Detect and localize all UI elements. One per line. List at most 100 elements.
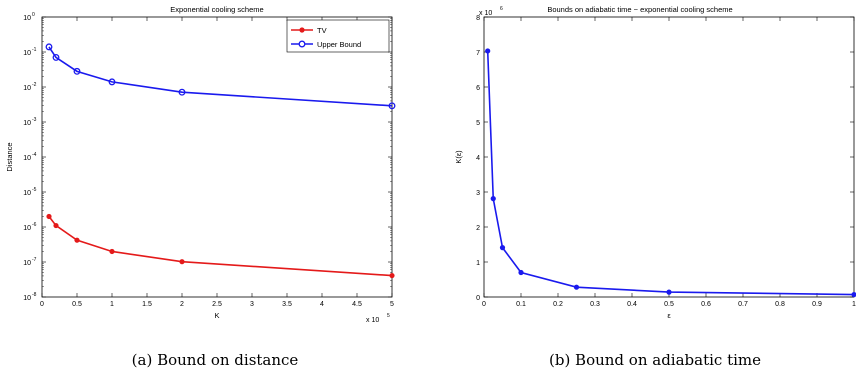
data-point-k-epsilon xyxy=(485,48,491,54)
x-tick-label: 1 xyxy=(852,301,856,308)
y-tick-exp: -2 xyxy=(32,82,37,88)
y-multiplier-adiabatic: x 10 6 xyxy=(479,6,503,17)
y-tick-label: 10 -6 xyxy=(23,222,36,232)
x-tick-label: 0 xyxy=(482,301,486,308)
y-axis-label-distance: Distance xyxy=(5,142,14,171)
chart-title-adiabatic: Bounds on adiabatic time − exponential c… xyxy=(547,5,732,14)
caption-a: (a) Bound on distance xyxy=(132,351,299,369)
chart-title-distance: Exponential cooling scheme xyxy=(170,5,263,14)
data-point-tv xyxy=(109,248,115,255)
y-axis-label-adiabatic: K(ε) xyxy=(454,150,463,164)
x-multiplier-exp: 5 xyxy=(387,313,390,319)
y-tick-base: 10 xyxy=(23,15,31,22)
data-point-k-epsilon xyxy=(666,289,672,295)
data-point-k-epsilon xyxy=(573,284,580,290)
y-tick-label: 6 xyxy=(476,85,480,92)
data-point-upper-bound xyxy=(108,78,116,86)
data-point-upper-bound xyxy=(52,53,60,61)
x-tick-label: 0.9 xyxy=(812,301,822,308)
x-tick-label: 2.5 xyxy=(212,301,222,308)
x-tick-label: 0.5 xyxy=(72,301,82,308)
y-tick-label: 10 0 xyxy=(23,12,35,22)
x-axis-label-distance: K xyxy=(214,311,219,320)
x-multiplier-distance: x 10 5 xyxy=(366,313,390,324)
y-tick-label: 2 xyxy=(476,225,480,232)
x-tick-label: 3.5 xyxy=(282,301,292,308)
data-point-tv xyxy=(389,272,395,279)
x-tick-label: 1.5 xyxy=(142,301,152,308)
x-tick-label: 3 xyxy=(250,301,254,308)
y-tick-label: 8 xyxy=(476,15,480,22)
x-tick-label: 0.7 xyxy=(738,301,748,308)
y-tick-exp: -3 xyxy=(32,117,37,123)
legend-marker-tv xyxy=(299,27,305,33)
y-tick-base: 10 xyxy=(23,260,31,267)
y-tick-label: 10 -7 xyxy=(23,257,36,267)
y-tick-label: 10 -2 xyxy=(23,82,36,92)
legend: TV Upper Bound xyxy=(286,19,390,53)
y-tick-base: 10 xyxy=(23,155,31,162)
x-tick-label: 0.3 xyxy=(590,301,600,308)
series-line-upper-bound xyxy=(48,46,393,107)
data-point-upper-bound xyxy=(45,43,53,51)
x-tick-label: 4 xyxy=(320,301,324,308)
data-point-upper-bound xyxy=(388,102,396,110)
x-tick-label: 1 xyxy=(110,301,114,308)
x-tick-label: 4.5 xyxy=(352,301,362,308)
legend-label-tv: TV xyxy=(317,26,327,35)
data-point-k-epsilon xyxy=(518,269,524,276)
y-tick-label: 0 xyxy=(476,295,480,302)
x-tick-label: 5 xyxy=(390,301,394,308)
y-tick-label: 7 xyxy=(476,50,480,57)
y-tick-label: 10 -5 xyxy=(23,187,36,197)
y-tick-label: 10 -8 xyxy=(23,292,36,302)
data-point-upper-bound xyxy=(178,88,186,96)
y-multiplier-exp: 6 xyxy=(500,6,503,12)
x-tick-label: 0.8 xyxy=(775,301,785,308)
y-multiplier-base: x 10 xyxy=(479,10,492,17)
y-tick-base: 10 xyxy=(23,190,31,197)
y-tick-base: 10 xyxy=(23,295,31,302)
x-tick-label: 0.2 xyxy=(553,301,563,308)
data-point-k-epsilon xyxy=(490,196,496,202)
chart-adiabatic-time: Bounds on adiabatic time − exponential c… xyxy=(454,5,856,320)
y-tick-label: 10 -3 xyxy=(23,117,36,127)
legend-marker-upper-bound xyxy=(298,40,306,48)
data-point-upper-bound xyxy=(73,67,81,75)
data-point-tv xyxy=(179,259,185,265)
y-tick-label: 5 xyxy=(476,120,480,127)
data-point-k-epsilon xyxy=(499,245,506,251)
y-tick-base: 10 xyxy=(23,50,31,57)
y-tick-label: 10 -1 xyxy=(23,47,36,57)
y-tick-label: 10 -4 xyxy=(23,152,36,162)
y-tick-exp: -8 xyxy=(32,292,37,298)
data-point-tv xyxy=(74,237,80,243)
x-tick-label: 0.5 xyxy=(664,301,674,308)
y-tick-base: 10 xyxy=(23,225,31,232)
x-tick-label: 0.6 xyxy=(701,301,711,308)
x-tick-label: 2 xyxy=(180,301,184,308)
y-tick-exp: -6 xyxy=(32,222,37,228)
x-tick-label: 0.4 xyxy=(627,301,637,308)
y-tick-exp: -4 xyxy=(32,152,37,158)
y-tick-exp: -1 xyxy=(32,47,37,53)
y-tick-exp: -7 xyxy=(32,257,37,263)
data-point-k-epsilon xyxy=(851,291,856,298)
x-multiplier-base: x 10 xyxy=(366,317,379,324)
caption-b: (b) Bound on adiabatic time xyxy=(549,351,761,369)
y-tick-exp: -5 xyxy=(32,187,37,193)
data-point-tv xyxy=(46,213,52,220)
y-tick-label: 4 xyxy=(476,155,480,162)
plot-area-adiabatic xyxy=(483,16,855,298)
data-point-tv xyxy=(53,222,59,229)
plot-area-distance xyxy=(41,16,393,298)
legend-label-upper-bound: Upper Bound xyxy=(317,40,361,49)
y-tick-exp: 0 xyxy=(32,12,35,18)
y-tick-base: 10 xyxy=(23,85,31,92)
x-tick-label: 0.1 xyxy=(516,301,526,308)
y-tick-label: 1 xyxy=(476,260,480,267)
y-tick-base: 10 xyxy=(23,120,31,127)
x-axis-label-adiabatic: ε xyxy=(667,311,671,320)
y-tick-label: 3 xyxy=(476,190,480,197)
